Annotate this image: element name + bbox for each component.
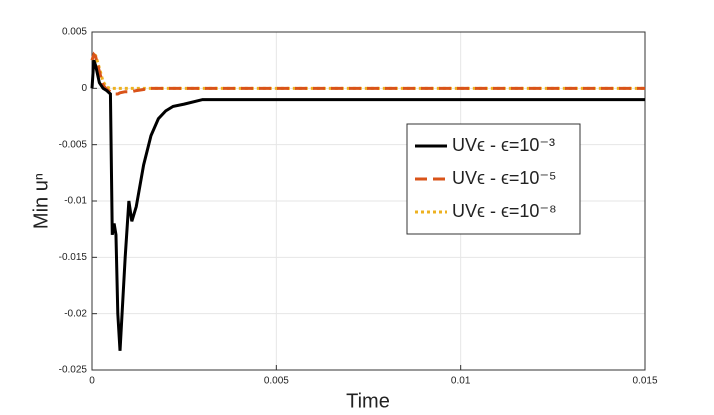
legend-label: UVϵ - ϵ=10⁻⁵	[452, 168, 556, 188]
y-tick-label: -0.02	[64, 308, 87, 319]
y-tick-label: -0.025	[59, 365, 88, 376]
legend-label: UVϵ - ϵ=10⁻⁸	[452, 201, 557, 221]
y-axis-label: Min uⁿ	[30, 173, 52, 229]
series-line	[90, 52, 645, 90]
x-tick-label: 0.01	[451, 376, 471, 387]
y-tick-label: -0.015	[59, 252, 88, 263]
x-tick-label: 0.005	[264, 376, 289, 387]
series-line	[90, 51, 645, 96]
y-tick-label: -0.01	[64, 196, 87, 207]
plot-frame	[91, 31, 646, 371]
series-line	[90, 59, 645, 351]
x-axis-label: Time	[346, 390, 390, 412]
x-tick-label: 0.015	[632, 376, 657, 387]
y-tick-label: -0.005	[59, 139, 88, 150]
y-tick-label: 0.005	[62, 27, 87, 38]
x-tick-label: 0	[89, 376, 95, 387]
legend-label: UVϵ - ϵ=10⁻³	[452, 135, 555, 155]
y-tick-label: 0	[81, 83, 87, 94]
